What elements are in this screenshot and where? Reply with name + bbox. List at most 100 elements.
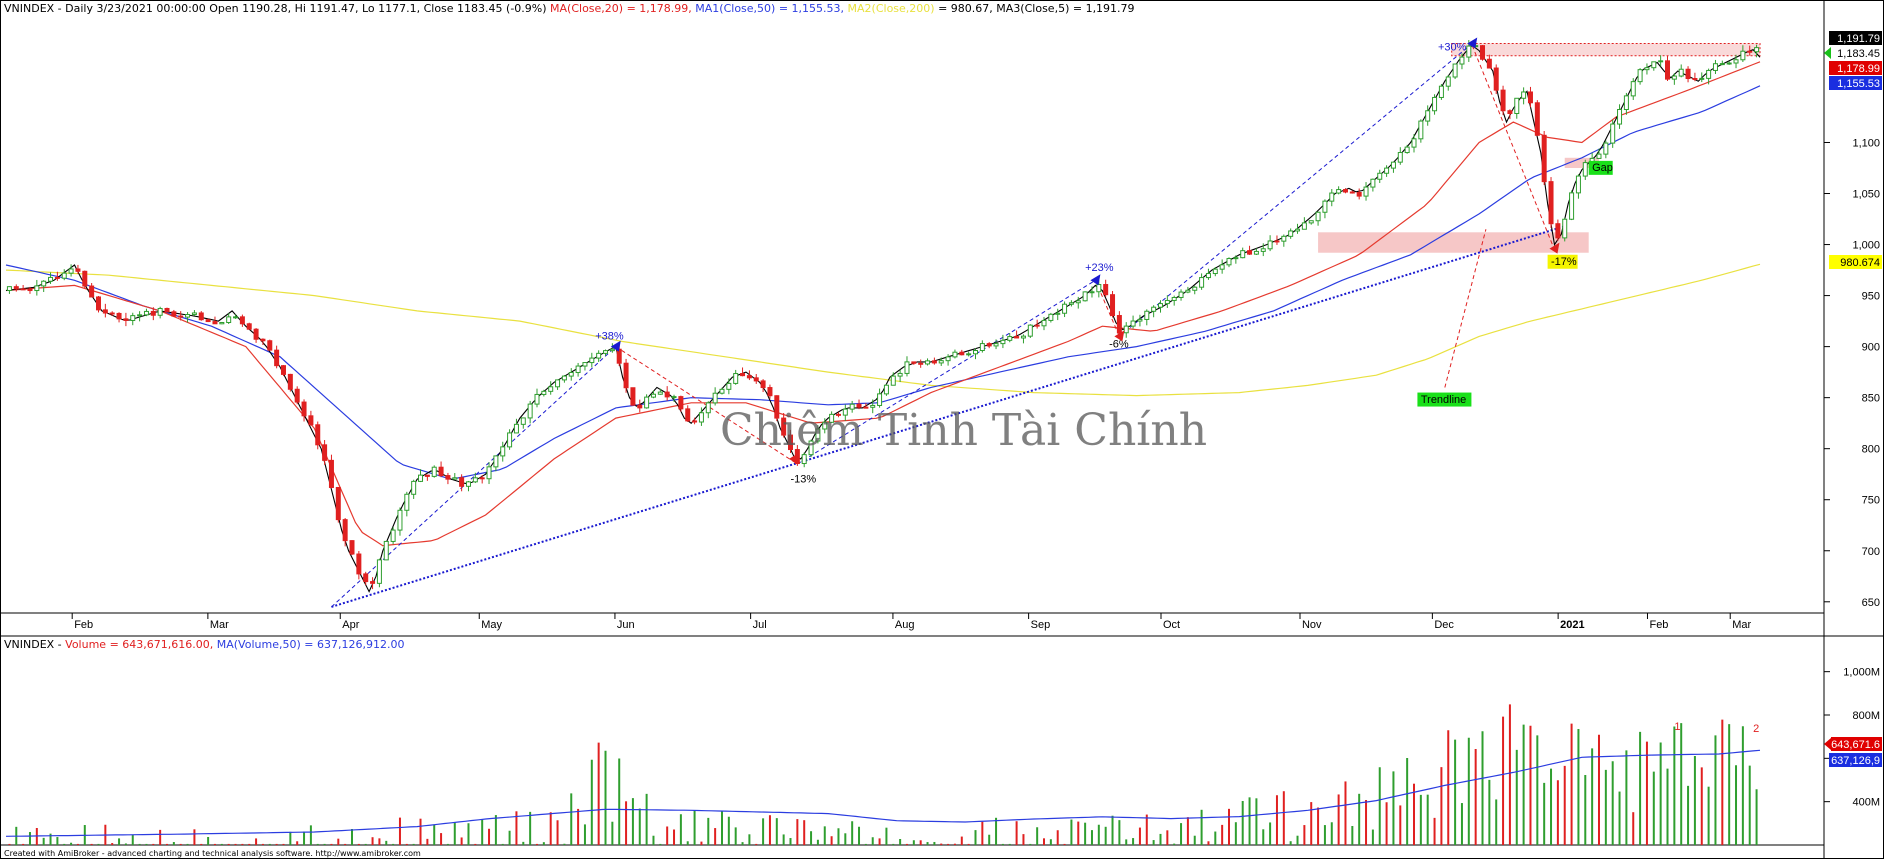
candle-body xyxy=(1281,235,1287,242)
ma50-line xyxy=(5,85,1761,480)
candle-body xyxy=(1137,318,1143,322)
candle-body xyxy=(630,387,636,406)
arrow-icon xyxy=(1549,242,1560,254)
close-arrow-icon xyxy=(1824,47,1831,59)
candle-body xyxy=(1377,172,1383,180)
candle-body xyxy=(1185,289,1191,293)
chart-header: VNINDEX - Daily 3/23/2021 00:00:00 Open … xyxy=(4,2,1135,15)
candle-body xyxy=(849,403,855,410)
candle-body xyxy=(1219,264,1225,270)
candle-body xyxy=(712,392,718,404)
candle-body xyxy=(685,408,691,422)
candle-body xyxy=(349,540,355,555)
candle-body xyxy=(856,403,862,408)
vol-arrow-icon xyxy=(1824,738,1831,750)
candle-body xyxy=(1329,192,1335,202)
y-tick-label: 950 xyxy=(1862,291,1880,303)
candle-body xyxy=(774,395,780,419)
candle-body xyxy=(1295,228,1301,232)
candle-body xyxy=(424,474,430,477)
candle-body xyxy=(1692,78,1698,81)
candle-body xyxy=(1445,76,1451,87)
candle-body xyxy=(890,375,896,386)
candle-body xyxy=(1199,277,1205,288)
rally-2-line xyxy=(797,279,1096,465)
candle-body xyxy=(404,493,410,511)
candle-body xyxy=(1706,69,1712,79)
candle-body xyxy=(925,360,931,365)
candle-body xyxy=(1644,67,1650,71)
candle-body xyxy=(541,390,547,395)
candle-body xyxy=(1486,58,1492,69)
candle-body xyxy=(479,477,485,480)
candle-body xyxy=(1699,77,1705,80)
y-tick-label: 800 xyxy=(1862,444,1880,456)
candle-body xyxy=(945,356,951,362)
candle-body xyxy=(938,360,944,364)
candle-body xyxy=(993,343,999,347)
candle-body xyxy=(1014,336,1020,339)
candle-body xyxy=(1048,313,1054,321)
candle-body xyxy=(657,391,663,395)
candle-body xyxy=(1308,220,1314,224)
x-tick-label: Aug xyxy=(895,619,915,631)
header-desc: - Daily 3/23/2021 00:00:00 Open 1190.28,… xyxy=(54,2,550,15)
candle-body xyxy=(1212,268,1218,275)
x-tick-label: Jul xyxy=(753,619,767,631)
ma5-label-bg xyxy=(1829,31,1882,45)
candle-body xyxy=(1349,191,1355,194)
candle-body xyxy=(1425,110,1431,122)
candle-body xyxy=(1623,95,1629,111)
watermark: Chiêm Tinh Tài Chính xyxy=(720,405,1207,456)
candle-body xyxy=(1390,161,1396,169)
candle-body xyxy=(623,362,629,389)
candle-body xyxy=(294,388,300,403)
ma20-label: 1,178.99 xyxy=(1837,63,1880,75)
candle-body xyxy=(452,477,458,480)
candle-body xyxy=(1514,97,1520,115)
candle-body xyxy=(68,268,74,274)
candle-body xyxy=(41,280,47,287)
candle-body xyxy=(438,466,444,477)
candle-body xyxy=(746,375,752,379)
candle-body xyxy=(1171,296,1177,301)
candle-body xyxy=(322,444,328,461)
price-labels: 1,191.79 1,183.45 1,178.99 1,155.53 980.… xyxy=(1824,31,1882,767)
candle-body xyxy=(1178,291,1184,298)
candle-body xyxy=(418,474,424,482)
candle-body xyxy=(870,404,876,408)
annotations: +38% -13% +23% -6% +30% -17% Gap Trendline xyxy=(595,37,1613,485)
candle-body xyxy=(575,365,581,374)
candle-body xyxy=(1555,223,1561,239)
vol-y-tick-label: 400M xyxy=(1852,797,1880,809)
candle-body xyxy=(1596,153,1602,159)
candle-body xyxy=(1356,191,1362,197)
candle-body xyxy=(48,276,54,282)
candle-body xyxy=(1500,89,1506,112)
candle-body xyxy=(1363,186,1369,197)
candle-body xyxy=(1452,63,1458,78)
candle-body xyxy=(143,310,149,316)
candle-body xyxy=(185,314,191,318)
candle-body xyxy=(1411,138,1417,148)
candle-body xyxy=(1630,81,1636,97)
candle-body xyxy=(212,321,218,325)
candle-body xyxy=(95,296,101,311)
trendline-pointer xyxy=(1444,229,1487,388)
candle-body xyxy=(1151,306,1157,312)
candle-body xyxy=(239,316,245,325)
candle-body xyxy=(493,455,499,468)
candle-body xyxy=(513,423,519,434)
candle-body xyxy=(911,361,917,364)
candle-body xyxy=(1726,62,1732,65)
candle-body xyxy=(664,391,670,398)
candle-body xyxy=(308,415,314,426)
candle-body xyxy=(1747,50,1753,53)
ma50-label: 1,155.53 xyxy=(1837,78,1880,90)
candle-body xyxy=(1144,310,1150,320)
candle-body xyxy=(1110,294,1116,317)
x-tick-label: Mar xyxy=(210,619,229,631)
candle-body xyxy=(1404,146,1410,154)
candle-body xyxy=(1671,75,1677,80)
volume-marker: 1 xyxy=(1674,721,1680,733)
